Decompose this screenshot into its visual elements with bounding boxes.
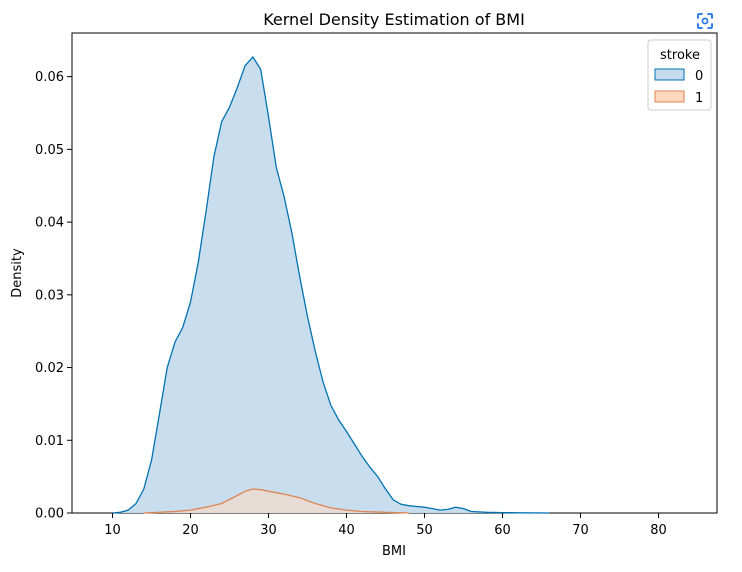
focus-icon[interactable] <box>695 11 715 31</box>
x-tick-label: 60 <box>494 523 511 538</box>
y-tick-label: 0.04 <box>35 216 64 231</box>
series-area-0 <box>112 57 550 513</box>
legend-title: stroke <box>660 48 700 63</box>
x-tick-label: 30 <box>260 523 277 538</box>
y-tick-label: 0.01 <box>35 434 64 449</box>
series-line-0 <box>112 55 550 514</box>
series-layer <box>112 55 550 514</box>
focus-icon-glyph <box>697 13 713 29</box>
axes-layer: 10 20 30 40 50 60 70 80 0.00 0.01 0.02 0.03 0.04 0.05… <box>35 70 667 538</box>
y-tick-label: 0.05 <box>35 143 64 158</box>
x-axis-label: BMI <box>382 544 406 559</box>
y-tick-label: 0.03 <box>35 288 64 303</box>
x-tick-label: 10 <box>104 523 121 538</box>
legend-label-0: 0 <box>695 69 703 84</box>
legend-swatch-0 <box>654 68 685 81</box>
x-tick-label: 50 <box>416 523 433 538</box>
x-tick-label: 80 <box>650 523 667 538</box>
x-tick-label: 70 <box>572 523 589 538</box>
y-tick-label: 0.02 <box>35 361 64 376</box>
y-tick-label: 0.06 <box>35 70 64 85</box>
y-tick-label: 0.00 <box>35 507 64 522</box>
legend: stroke 0 1 <box>647 39 712 111</box>
series-area-1 <box>143 489 409 513</box>
series-line-1 <box>143 488 409 514</box>
x-tick-label: 20 <box>182 523 199 538</box>
legend-label-1: 1 <box>695 91 703 106</box>
y-axis-label: Density <box>10 248 25 298</box>
chart-title: Kernel Density Estimation of BMI <box>263 10 525 29</box>
x-tick-label: 40 <box>338 523 355 538</box>
legend-swatch-1 <box>654 90 685 103</box>
